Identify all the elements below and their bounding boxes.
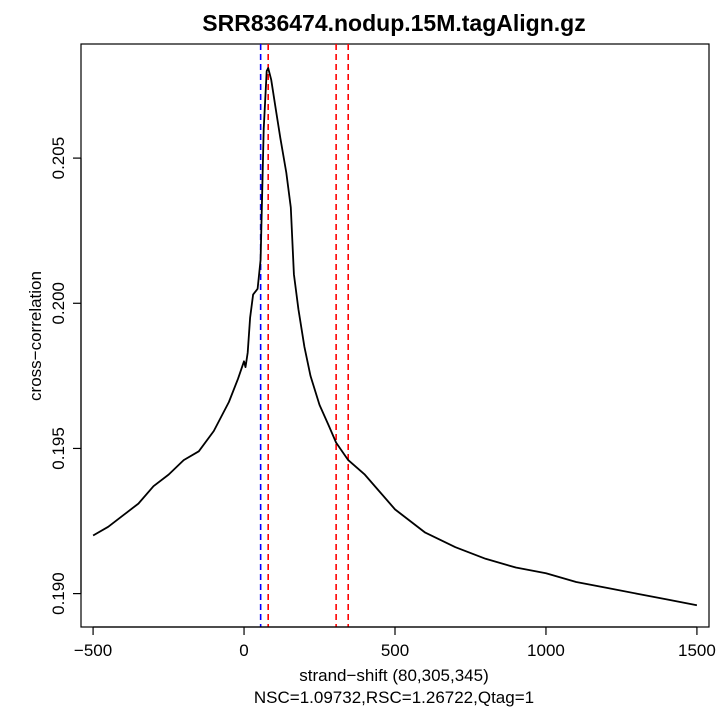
y-tick-label: 0.195 — [49, 427, 68, 470]
y-axis: 0.190 0.195 0.200 0.205 — [49, 137, 82, 615]
x-axis: −500 0 500 1000 1500 — [74, 626, 716, 660]
x-tick-label: 1000 — [527, 641, 565, 660]
y-axis-label: cross−correlation — [26, 271, 45, 401]
y-tick-label: 0.200 — [49, 282, 68, 325]
x-tick-label: 500 — [381, 641, 409, 660]
series-layer — [92, 67, 698, 607]
x-tick-label: −500 — [74, 641, 112, 660]
chart-subtitle: NSC=1.09732,RSC=1.26722,Qtag=1 — [254, 688, 534, 707]
plot-frame — [80, 43, 710, 628]
x-tick-label: 0 — [239, 641, 248, 660]
reference-lines — [259, 44, 350, 627]
chart-title: SRR836474.nodup.15M.tagAlign.gz — [202, 10, 585, 36]
cross-correlation-line — [92, 67, 698, 607]
y-tick-label: 0.190 — [49, 572, 68, 615]
y-tick-label: 0.205 — [49, 137, 68, 180]
x-axis-label: strand−shift (80,305,345) — [299, 666, 488, 685]
x-tick-label: 1500 — [678, 641, 716, 660]
